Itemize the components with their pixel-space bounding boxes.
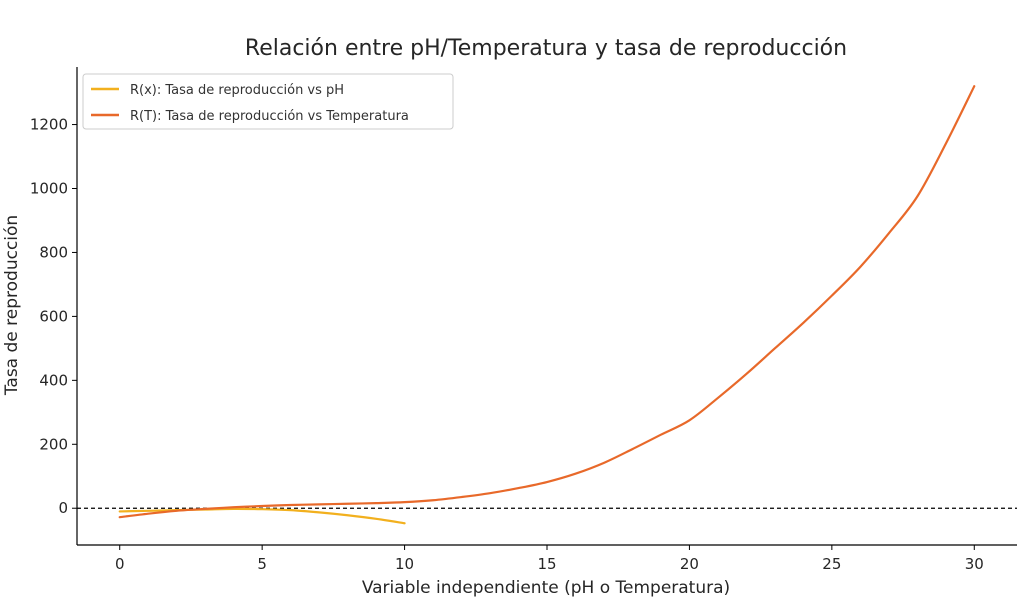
plot-area: 0 5 10 15 20 25 30 0 200 400 600 800 1000 1200 R(x): T… — [30, 67, 1017, 573]
legend-box — [82, 73, 454, 130]
legend-entry-label: R(x): Tasa de reproducción vs pH — [130, 83, 344, 98]
series-line-temperatura — [118, 85, 976, 519]
y-tick-label: 400 — [39, 371, 68, 389]
y-tick-label: 800 — [39, 243, 68, 261]
x-axis-label: Variable independiente (pH o Temperatura… — [362, 578, 730, 598]
x-tick-label: 5 — [257, 555, 267, 573]
x-tick-label: 20 — [680, 555, 699, 573]
x-tick-label: 0 — [115, 555, 125, 573]
legend-entry-label: R(T): Tasa de reproducción vs Temperatur… — [130, 109, 409, 124]
y-tick-label: 1000 — [30, 179, 68, 197]
y-axis-label: Tasa de reproducción — [2, 215, 22, 396]
chart-title: Relación entre pH/Temperatura y tasa de … — [245, 36, 847, 61]
y-tick-label: 600 — [39, 307, 68, 325]
x-tick-label: 10 — [395, 555, 414, 573]
x-tick-label: 30 — [965, 555, 984, 573]
x-tick-label: 25 — [822, 555, 841, 573]
y-tick-label: 200 — [39, 435, 68, 453]
y-tick-label: 0 — [58, 499, 68, 517]
series-line-ph — [118, 507, 406, 525]
x-tick-label: 15 — [537, 555, 556, 573]
y-tick-label: 1200 — [30, 116, 68, 134]
